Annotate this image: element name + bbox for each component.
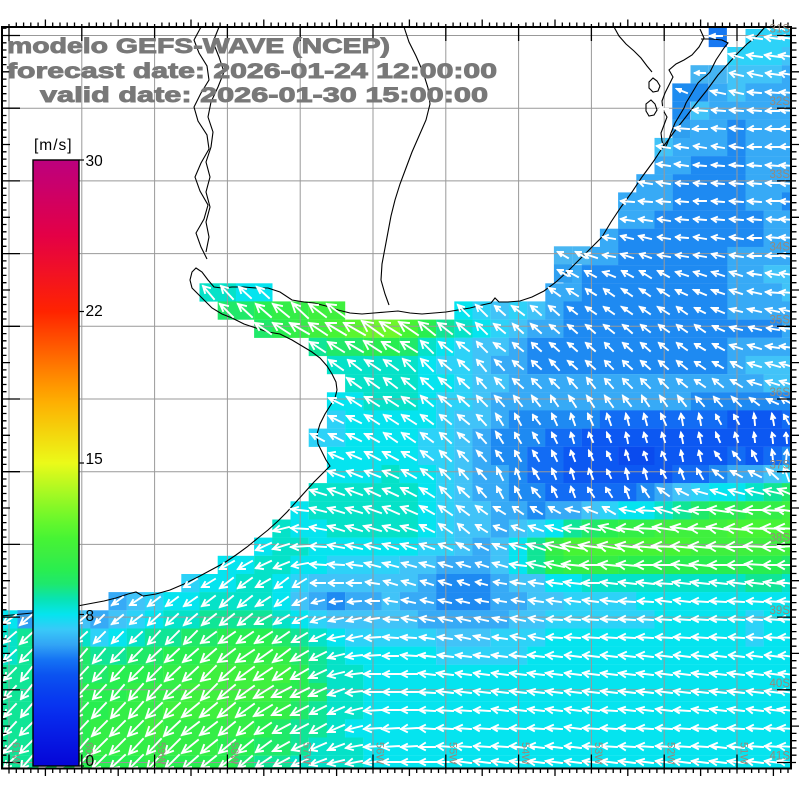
svg-text:forecast date: 2026-01-24 12:0: forecast date: 2026-01-24 12:00:00 xyxy=(7,59,497,83)
svg-text:55W: 55W xyxy=(446,742,458,765)
svg-text:8: 8 xyxy=(86,608,95,625)
svg-text:53W: 53W xyxy=(592,742,604,765)
svg-text:valid date: 2026-01-30 15:00:0: valid date: 2026-01-30 15:00:00 xyxy=(40,83,488,107)
svg-text:36S: 36S xyxy=(770,387,791,399)
svg-text:61W: 61W xyxy=(10,742,22,765)
svg-text:15: 15 xyxy=(86,451,103,468)
svg-text:38S: 38S xyxy=(770,532,791,544)
svg-text:60W: 60W xyxy=(82,742,94,765)
svg-text:30: 30 xyxy=(86,153,104,170)
svg-text:59W: 59W xyxy=(155,742,167,765)
svg-text:41S: 41S xyxy=(770,751,791,763)
svg-text:39S: 39S xyxy=(770,605,791,617)
svg-text:0: 0 xyxy=(86,753,95,770)
svg-text:modelo GEFS-WAVE (NCEP): modelo GEFS-WAVE (NCEP) xyxy=(7,34,390,58)
svg-text:57W: 57W xyxy=(301,742,313,765)
svg-text:52W: 52W xyxy=(665,742,677,765)
svg-text:40S: 40S xyxy=(770,678,791,690)
svg-text:58W: 58W xyxy=(228,742,240,765)
svg-text:31S: 31S xyxy=(770,24,791,36)
svg-text:[m/s]: [m/s] xyxy=(34,137,73,154)
svg-text:56W: 56W xyxy=(374,742,386,765)
svg-text:33S: 33S xyxy=(770,169,791,181)
svg-text:34S: 34S xyxy=(770,242,791,254)
svg-text:37S: 37S xyxy=(770,460,791,472)
svg-text:35S: 35S xyxy=(770,314,791,326)
svg-text:54W: 54W xyxy=(519,742,531,765)
svg-text:32S: 32S xyxy=(770,96,791,108)
svg-text:51W: 51W xyxy=(738,742,750,765)
svg-text:22: 22 xyxy=(86,303,103,320)
